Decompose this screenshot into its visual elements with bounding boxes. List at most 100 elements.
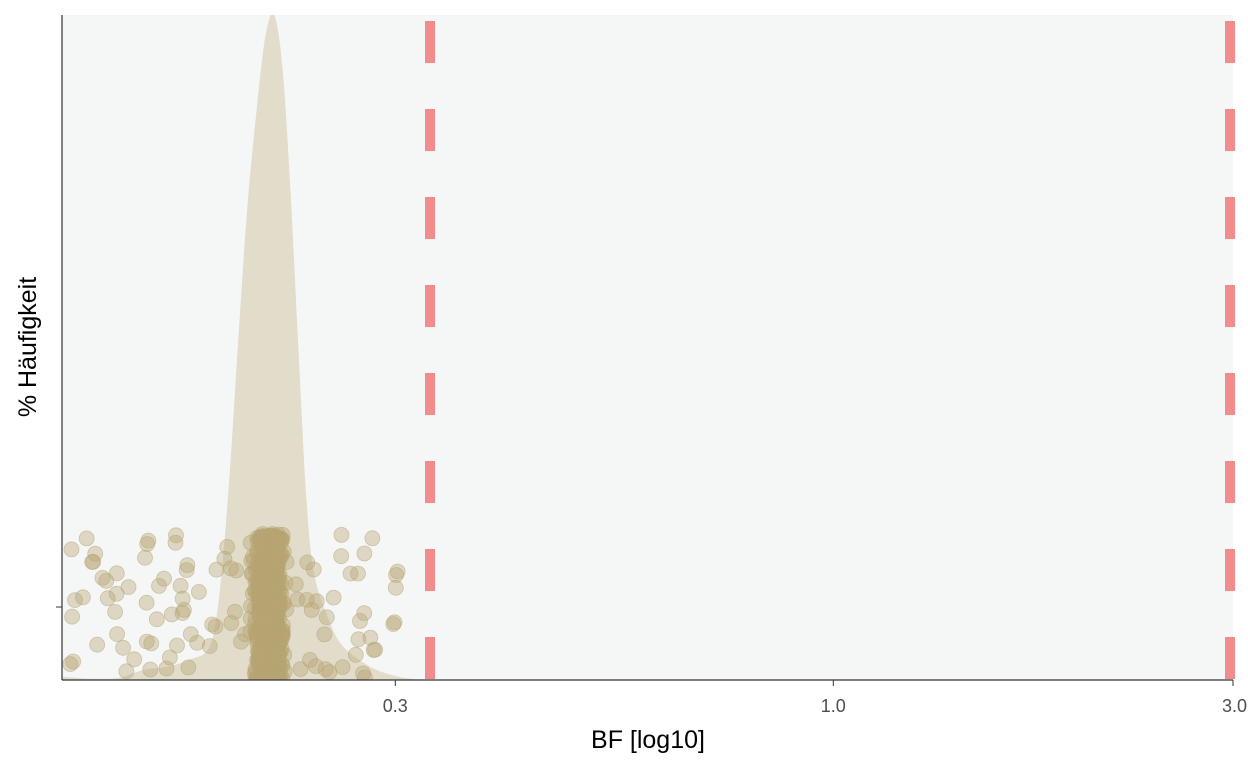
data-point [243, 553, 260, 569]
data-point [138, 594, 155, 611]
data-point [243, 598, 259, 615]
data-point [233, 633, 249, 650]
data-point [355, 665, 371, 680]
data-point [137, 549, 153, 566]
data-point [364, 530, 381, 547]
data-point [138, 633, 155, 650]
data-point [126, 651, 143, 668]
data-point [64, 608, 80, 625]
data-point [118, 663, 135, 680]
y-axis-title: % Häufigkeit [14, 277, 42, 417]
data-point [179, 557, 196, 574]
data-point [352, 613, 368, 629]
x-tick-label: 3.0 [1222, 696, 1247, 716]
data-point [263, 544, 280, 560]
data-point [204, 616, 221, 633]
data-point [169, 637, 185, 654]
data-point [216, 550, 233, 567]
x-tick-label: 0.3 [383, 696, 408, 716]
data-point [108, 585, 125, 602]
data-point [189, 634, 206, 651]
data-point [208, 561, 225, 578]
data-point [120, 579, 137, 595]
data-point [89, 636, 106, 653]
data-point [63, 541, 80, 558]
data-point [342, 565, 359, 582]
data-point [78, 530, 95, 547]
data-point [148, 611, 165, 628]
data-point [174, 590, 191, 607]
data-point [274, 622, 291, 639]
data-point [307, 658, 324, 675]
data-point [316, 626, 333, 643]
data-point [163, 606, 180, 623]
data-point [356, 669, 373, 680]
data-point [347, 646, 364, 663]
data-point [333, 527, 350, 543]
data-point [84, 554, 101, 570]
data-point [243, 566, 260, 582]
x-ticks: 0.3 1.0 3.0 [383, 680, 1247, 716]
data-point [388, 567, 405, 583]
data-point [261, 593, 278, 610]
reference-lines [425, 21, 1235, 680]
data-point [255, 670, 272, 680]
data-point [264, 581, 281, 597]
data-point [251, 645, 268, 661]
data-point [289, 591, 306, 608]
data-point [98, 573, 115, 589]
x-tick-label: 1.0 [821, 696, 846, 716]
data-point [109, 626, 125, 642]
data-point [62, 656, 79, 672]
data-point [142, 661, 159, 678]
data-point [356, 605, 373, 622]
data-point [318, 609, 335, 626]
data-point [190, 584, 207, 600]
data-point [277, 575, 294, 591]
data-point [223, 615, 240, 631]
data-point [219, 539, 236, 555]
data-point [365, 642, 382, 658]
points-layer [62, 526, 406, 680]
data-point [168, 527, 184, 544]
density-area [62, 15, 419, 680]
data-point [334, 659, 351, 675]
data-point [270, 670, 287, 680]
data-point [99, 590, 116, 607]
data-point [362, 629, 379, 646]
data-point [385, 616, 402, 632]
data-point [387, 579, 404, 596]
data-point [182, 626, 199, 643]
data-point [350, 631, 367, 648]
data-point [172, 577, 189, 594]
data-point [325, 589, 342, 606]
data-point [266, 622, 283, 639]
data-point [262, 653, 279, 670]
data-point [67, 592, 83, 608]
data-point [317, 661, 334, 678]
data-point [273, 534, 289, 551]
data-point [273, 640, 290, 657]
data-point [140, 532, 157, 549]
data-point [237, 626, 253, 643]
data-point [261, 559, 278, 576]
data-point [87, 545, 104, 562]
data-point [303, 602, 320, 618]
data-point [180, 659, 197, 676]
x-axis-title: BF [log10] [591, 726, 705, 754]
data-point [251, 598, 267, 615]
data-point [302, 652, 318, 668]
data-point [107, 604, 123, 620]
data-point [308, 593, 325, 610]
data-point [249, 545, 266, 561]
data-point [299, 554, 316, 571]
data-point [201, 638, 218, 654]
data-point [249, 533, 266, 550]
data-point [263, 592, 280, 609]
data-point [65, 653, 81, 670]
data-point [151, 578, 167, 594]
data-point [178, 562, 195, 578]
data-point [259, 576, 276, 593]
data-point [356, 545, 373, 562]
